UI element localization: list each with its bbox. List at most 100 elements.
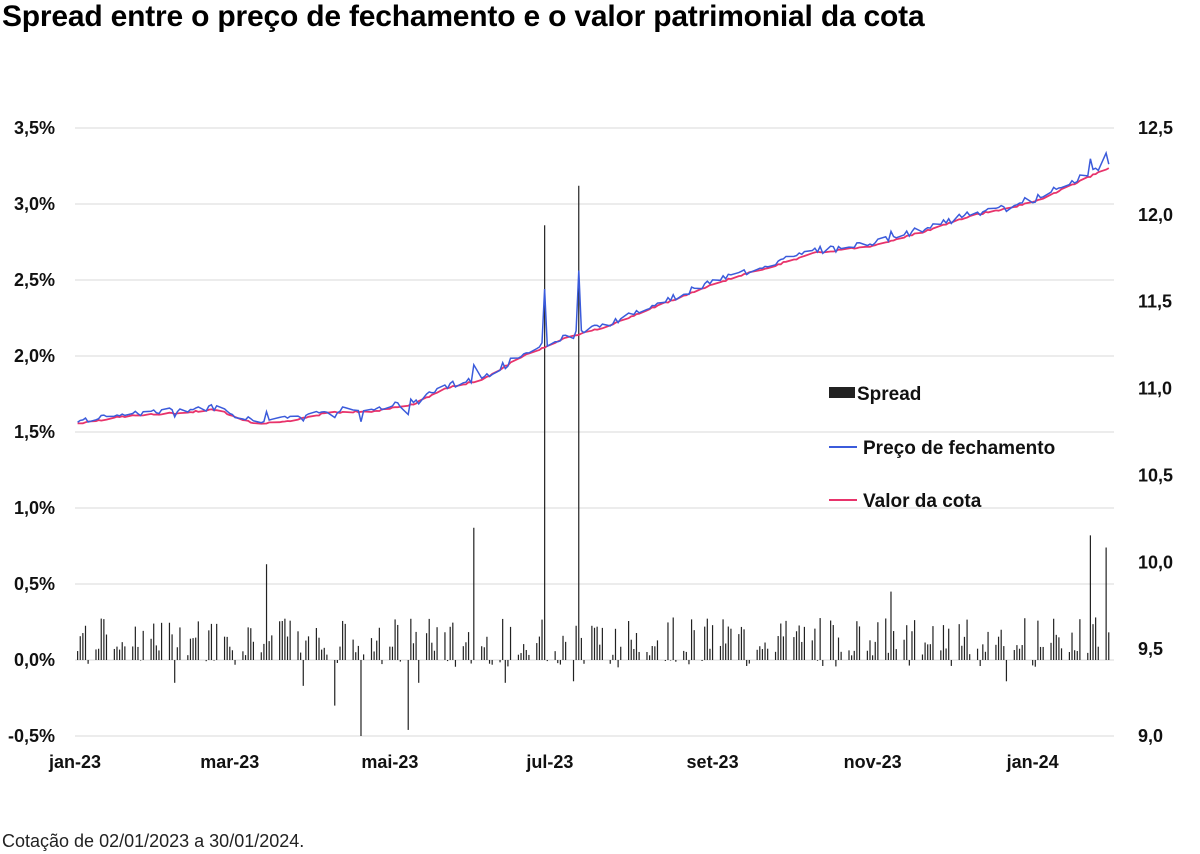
spread-bar bbox=[342, 620, 344, 660]
spread-bar bbox=[297, 631, 299, 660]
spread-bar bbox=[963, 636, 966, 660]
spread-bar bbox=[84, 625, 87, 660]
chart-note: Cotação de 02/01/2023 a 30/01/2024. bbox=[2, 831, 305, 851]
spread-bar bbox=[756, 649, 758, 660]
spread-bar bbox=[300, 652, 302, 660]
spread-bar bbox=[242, 651, 244, 660]
spread-bar bbox=[103, 619, 105, 660]
spread-bar bbox=[213, 660, 215, 661]
spread-bar bbox=[961, 645, 963, 660]
spread-bar bbox=[948, 628, 950, 660]
spread-bar bbox=[499, 660, 501, 663]
spread-bar bbox=[95, 649, 97, 660]
spread-bar bbox=[360, 660, 362, 736]
spread-bar bbox=[866, 650, 868, 660]
spread-bar bbox=[1021, 645, 1023, 660]
spread-bar bbox=[168, 622, 171, 660]
spread-bar bbox=[446, 660, 449, 662]
spread-bar bbox=[137, 646, 139, 660]
spread-bar bbox=[483, 647, 485, 660]
spread-bar bbox=[580, 637, 582, 660]
spread-bar bbox=[685, 651, 687, 660]
spread-bar bbox=[134, 626, 136, 660]
y-left-tick-label: 0,5% bbox=[14, 574, 55, 594]
spread-bar bbox=[609, 660, 611, 664]
spread-bar bbox=[491, 660, 493, 665]
spread-bar bbox=[247, 627, 249, 660]
chart-title: Spread entre o preço de fechamento e o v… bbox=[2, 0, 925, 33]
y-right-tick-label: 9,5 bbox=[1138, 639, 1163, 659]
spread-bar bbox=[454, 660, 457, 667]
spread-bar bbox=[1095, 617, 1097, 660]
spread-bar bbox=[216, 623, 218, 660]
spread-bar bbox=[722, 619, 724, 660]
spread-bar bbox=[344, 623, 346, 660]
spread-bar bbox=[814, 628, 816, 660]
spread-bar bbox=[669, 660, 672, 661]
spread-bar bbox=[260, 652, 262, 660]
spread-bar bbox=[271, 635, 273, 660]
spread-bar bbox=[932, 626, 934, 660]
spread-bar bbox=[672, 617, 674, 660]
spread-bar bbox=[557, 660, 559, 664]
x-tick-label: jul-23 bbox=[525, 752, 573, 772]
spread-bar bbox=[124, 646, 126, 660]
spread-bar bbox=[284, 618, 286, 660]
spread-bar bbox=[323, 647, 325, 660]
spread-bar bbox=[578, 185, 580, 660]
spread-bar bbox=[158, 650, 160, 660]
spread-bar bbox=[415, 631, 417, 660]
spread-bar bbox=[1076, 651, 1078, 660]
spread-bar bbox=[950, 660, 952, 666]
spread-bar bbox=[929, 644, 931, 660]
spread-bar bbox=[1058, 637, 1060, 660]
spread-bar bbox=[179, 627, 181, 660]
spread-bar bbox=[767, 648, 769, 660]
spread-bar bbox=[1024, 618, 1026, 660]
spread-bar bbox=[761, 649, 764, 660]
spread-bar bbox=[488, 660, 491, 664]
spread-bar bbox=[391, 646, 394, 660]
spread-bar bbox=[507, 660, 509, 667]
spread-bar bbox=[1034, 660, 1036, 667]
spread-bar bbox=[1013, 650, 1015, 660]
spread-bar bbox=[132, 646, 134, 660]
x-tick-label: mai-23 bbox=[361, 752, 418, 772]
spread-bar bbox=[205, 660, 207, 662]
spread-bar bbox=[352, 639, 354, 660]
spread-bar bbox=[554, 651, 556, 660]
spread-bar bbox=[997, 636, 1000, 660]
spread-bar bbox=[969, 654, 971, 660]
spread-bar bbox=[848, 650, 850, 660]
spread-bar bbox=[397, 624, 399, 660]
spread-bar bbox=[210, 623, 213, 660]
spread-bar bbox=[252, 641, 255, 660]
legend-swatch-spread bbox=[829, 387, 855, 398]
spread-bar bbox=[903, 639, 905, 660]
spread-bar bbox=[87, 660, 89, 664]
spread-bar bbox=[187, 655, 189, 660]
spread-bar bbox=[709, 648, 711, 660]
spread-bar bbox=[782, 636, 785, 660]
spread-bar bbox=[121, 642, 123, 660]
legend-label: Valor da cota bbox=[863, 491, 982, 512]
spread-bar bbox=[780, 623, 782, 660]
spread-bar bbox=[544, 225, 546, 660]
y-axis-right: 12,5 12,0 11,5 11,0 10,5 10,0 9,5 9,0 bbox=[1138, 118, 1173, 746]
spread-bar bbox=[646, 652, 648, 660]
spread-bar bbox=[197, 621, 199, 660]
spread-bar bbox=[690, 619, 693, 660]
spread-bar bbox=[612, 654, 614, 660]
spread-bar bbox=[1097, 646, 1099, 660]
valor-da-cota-line bbox=[77, 167, 1110, 425]
y-right-tick-label: 10,0 bbox=[1138, 552, 1173, 572]
y-left-tick-label: 1,5% bbox=[14, 422, 55, 442]
spread-bar bbox=[1005, 660, 1008, 682]
y-axis-left: 3,5% 3,0% 2,5% 2,0% 1,5% 1,0% 0,5% 0,0% -0,5% bbox=[8, 118, 55, 746]
spread-bar bbox=[425, 633, 428, 660]
spread-bar bbox=[583, 660, 585, 664]
spread-bars bbox=[77, 185, 1110, 736]
y-right-tick-label: 10,5 bbox=[1138, 465, 1173, 485]
spread-bar bbox=[1032, 660, 1034, 666]
spread-bar bbox=[1053, 618, 1055, 660]
